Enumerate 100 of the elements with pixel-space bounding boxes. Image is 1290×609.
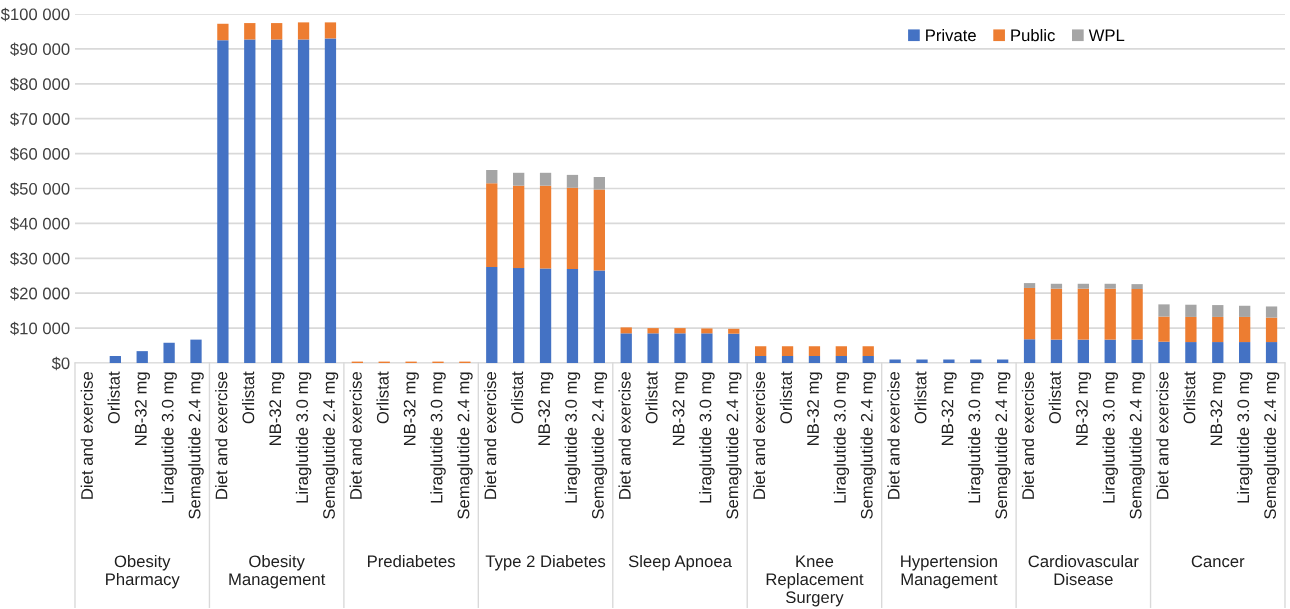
bar bbox=[728, 328, 740, 334]
x-tick-label: Diet and exercise bbox=[1021, 372, 1035, 499]
x-tick-label: Diet and exercise bbox=[752, 372, 766, 499]
bar bbox=[862, 346, 874, 357]
bar bbox=[593, 189, 605, 271]
bar bbox=[324, 38, 337, 363]
x-tick-label: NB-32 mg bbox=[538, 372, 554, 445]
bar bbox=[593, 176, 605, 190]
x-tick-label: Orlistat bbox=[376, 371, 389, 424]
bar bbox=[566, 174, 579, 188]
bar bbox=[163, 342, 175, 363]
bar bbox=[1265, 306, 1278, 318]
bar bbox=[513, 185, 525, 269]
bar bbox=[109, 356, 121, 363]
text: Hypertension Management bbox=[901, 554, 998, 589]
bar bbox=[1185, 304, 1197, 317]
y-tick-label: $40 000 bbox=[10, 217, 70, 231]
text: Cancer bbox=[1191, 555, 1245, 568]
x-tick-label: Liraglutide 3.0 mg bbox=[161, 372, 177, 503]
bar bbox=[486, 183, 498, 268]
x-tick-label: NB-32 mg bbox=[134, 372, 150, 445]
bar bbox=[808, 346, 821, 357]
text: Obesity Management bbox=[229, 554, 326, 589]
bar bbox=[244, 39, 256, 363]
bar bbox=[674, 328, 686, 334]
x-tick-label: Liraglutide 3.0 mg bbox=[564, 372, 581, 503]
x-tick-label: Orlistat bbox=[107, 371, 120, 424]
y-tick-label: $10 000 bbox=[10, 321, 70, 336]
x-tick-label: Diet and exercise bbox=[618, 372, 631, 499]
bar bbox=[190, 339, 202, 363]
bar bbox=[701, 328, 713, 334]
bar bbox=[916, 359, 928, 363]
x-tick-label: Orlistat bbox=[1183, 371, 1196, 424]
y-tick-label: $90 000 bbox=[10, 42, 70, 57]
bar bbox=[647, 328, 659, 334]
x-tick-label: Liraglutide 3.0 mg bbox=[833, 372, 850, 503]
bar bbox=[593, 270, 605, 363]
x-tick-label: Liraglutide 3.0 mg bbox=[430, 372, 446, 503]
x-tick-label: Orlistat bbox=[914, 371, 927, 424]
bar bbox=[1239, 305, 1251, 317]
x-tick-label: NB-32 mg bbox=[269, 372, 285, 445]
bar bbox=[1050, 283, 1063, 289]
x-tick-label: Liraglutide 3.0 mg bbox=[295, 372, 312, 503]
bar bbox=[781, 346, 794, 357]
bar bbox=[244, 23, 256, 40]
bar bbox=[486, 267, 498, 363]
text: Cardiovascular Disease bbox=[1028, 554, 1139, 586]
x-tick-label: NB-32 mg bbox=[1210, 372, 1226, 445]
y-tick-label: $30 000 bbox=[10, 252, 70, 266]
x-tick-label: NB-32 mg bbox=[807, 372, 823, 445]
bar bbox=[513, 268, 525, 363]
legend-label: Private bbox=[926, 29, 976, 42]
bar bbox=[943, 359, 955, 363]
bar bbox=[728, 333, 740, 363]
bar bbox=[781, 356, 794, 363]
bar bbox=[566, 269, 579, 363]
bar bbox=[297, 22, 310, 40]
bar bbox=[620, 327, 632, 334]
x-tick-label: Orlistat bbox=[242, 371, 255, 424]
bar bbox=[1185, 316, 1197, 343]
x-tick-label: Semaglutide 2.4 mg bbox=[860, 372, 876, 519]
bar bbox=[647, 333, 659, 363]
bar bbox=[1077, 339, 1089, 363]
bar bbox=[324, 22, 337, 39]
x-tick-label: Semaglutide 2.4 mg bbox=[322, 372, 339, 519]
text: Type 2 Diabetes bbox=[485, 554, 606, 571]
x-tick-label: NB-32 mg bbox=[672, 372, 688, 445]
bar bbox=[513, 172, 525, 186]
bar bbox=[889, 359, 901, 363]
bar bbox=[862, 356, 874, 363]
bar bbox=[1212, 342, 1224, 363]
x-tick-label: Liraglutide 3.0 mg bbox=[968, 372, 984, 503]
x-tick-label: Semaglutide 2.4 mg bbox=[726, 372, 742, 519]
bar bbox=[755, 356, 767, 363]
x-tick-label: Diet and exercise bbox=[484, 372, 497, 499]
bar bbox=[1023, 287, 1036, 340]
x-tick-label: Semaglutide 2.4 mg bbox=[188, 372, 204, 519]
x-tick-label: Diet and exercise bbox=[887, 372, 900, 499]
bar bbox=[1239, 342, 1251, 363]
text: Prediabetes bbox=[368, 554, 455, 568]
bar bbox=[1050, 339, 1063, 363]
x-tick-label: Semaglutide 2.4 mg bbox=[994, 372, 1011, 519]
y-tick-label: $100 000 bbox=[0, 7, 70, 22]
bar bbox=[486, 170, 498, 184]
x-tick-label: Diet and exercise bbox=[349, 372, 362, 499]
bar bbox=[1050, 288, 1063, 340]
x-tick-label: Orlistat bbox=[510, 371, 524, 424]
bar bbox=[1104, 339, 1116, 363]
bar bbox=[1265, 317, 1278, 343]
bar bbox=[674, 333, 686, 363]
x-tick-label: NB-32 mg bbox=[941, 372, 957, 445]
x-tick-label: NB-32 mg bbox=[1076, 372, 1092, 445]
bar bbox=[539, 172, 552, 186]
bar bbox=[1023, 283, 1036, 288]
x-tick-label: Diet and exercise bbox=[1156, 372, 1169, 499]
bar bbox=[1077, 288, 1089, 340]
y-tick-label: $0 bbox=[51, 356, 70, 371]
bar bbox=[1023, 339, 1036, 363]
bar bbox=[271, 23, 283, 40]
x-tick-label: Liraglutide 3.0 mg bbox=[1236, 372, 1253, 503]
